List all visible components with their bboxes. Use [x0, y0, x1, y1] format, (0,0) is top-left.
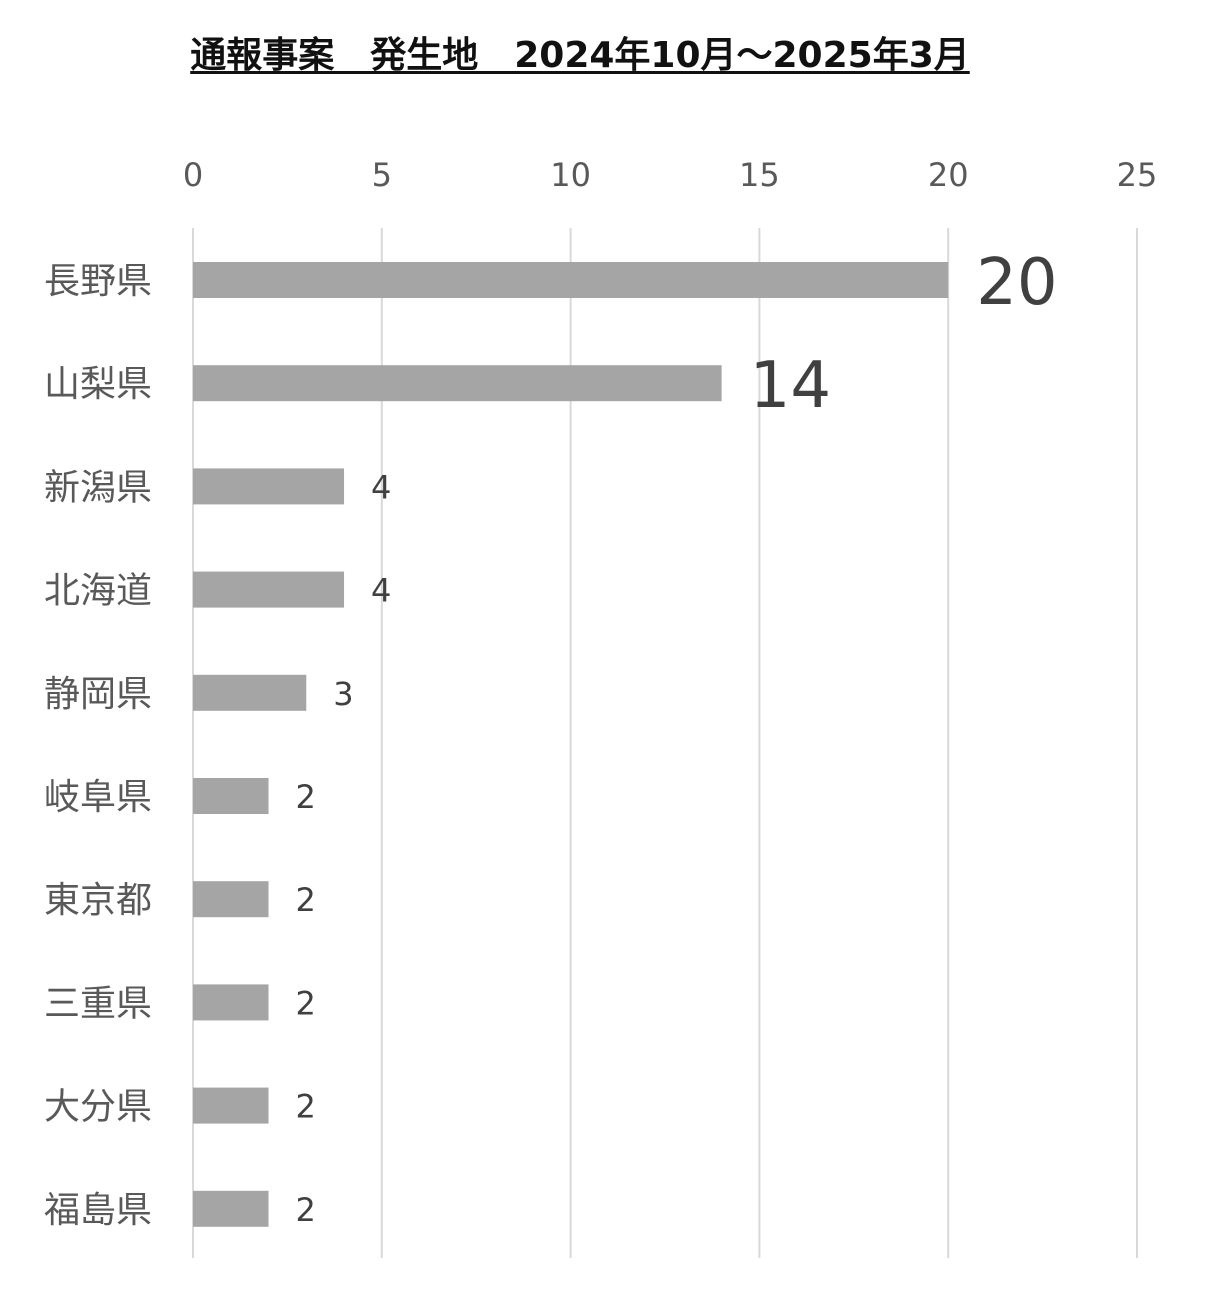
- data-label: 4: [371, 572, 391, 610]
- bar: [193, 262, 949, 298]
- bar: [193, 1087, 269, 1124]
- data-label: 3: [333, 675, 353, 713]
- category-label: 長野県: [44, 261, 152, 302]
- data-label: 4: [371, 468, 391, 506]
- category-label: 静岡県: [44, 674, 152, 715]
- x-tick-label: 20: [928, 156, 969, 194]
- data-label: 2: [296, 1088, 316, 1126]
- x-tick-label: 25: [1117, 156, 1158, 194]
- category-label: 三重県: [44, 983, 152, 1024]
- bar: [193, 778, 269, 814]
- bar: [193, 984, 269, 1021]
- bar: [193, 674, 307, 711]
- data-label: 2: [296, 881, 316, 919]
- data-label: 2: [296, 1191, 316, 1229]
- data-label: 2: [296, 778, 316, 816]
- category-label: 岐阜県: [44, 777, 152, 818]
- bar: [193, 1190, 269, 1227]
- x-axis-ticks: 0 5 10 15 20 25: [183, 156, 1158, 194]
- data-labels: 20 14 4 4 3 2 2 2 2 2: [296, 246, 1058, 1229]
- x-tick-label: 10: [550, 156, 591, 194]
- x-tick-label: 5: [372, 156, 392, 194]
- category-label: 新潟県: [44, 467, 152, 508]
- category-label: 北海道: [44, 571, 152, 612]
- x-tick-label: 15: [739, 156, 780, 194]
- category-label: 福島県: [44, 1190, 152, 1231]
- bar: [193, 571, 345, 608]
- data-label: 20: [976, 246, 1057, 320]
- chart-title: 通報事案 発生地 2024年10月～2025年3月: [190, 35, 970, 76]
- data-label: 14: [750, 349, 831, 423]
- bar: [193, 881, 269, 918]
- bar: [193, 365, 722, 402]
- data-label: 2: [296, 984, 316, 1022]
- bar: [193, 468, 345, 505]
- x-tick-label: 0: [183, 156, 203, 194]
- category-label: 大分県: [44, 1087, 152, 1128]
- category-label: 東京都: [44, 880, 152, 921]
- bars: [193, 262, 949, 1227]
- category-label: 山梨県: [44, 364, 152, 405]
